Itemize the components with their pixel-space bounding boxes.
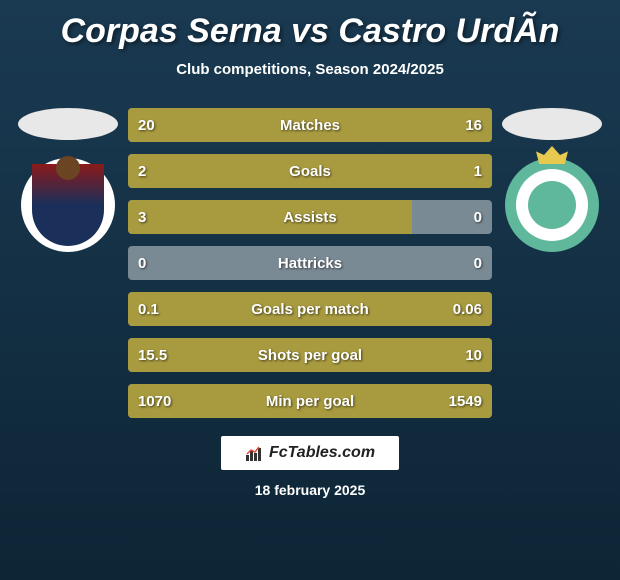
stat-value-left: 20 — [138, 117, 155, 134]
stat-row: 1070 Min per goal 1549 — [128, 384, 492, 418]
stat-row: 20 Matches 16 — [128, 108, 492, 142]
stat-value-right: 0 — [474, 209, 482, 226]
stat-row: 2 Goals 1 — [128, 154, 492, 188]
badge-ring-icon — [505, 158, 599, 252]
footer: FcTables.com 18 february 2025 — [0, 436, 620, 498]
fctables-logo: FcTables.com — [221, 436, 399, 470]
club-badge-eibar — [21, 158, 115, 252]
date-label: 18 february 2025 — [255, 482, 366, 498]
stat-row: 3 Assists 0 — [128, 200, 492, 234]
chart-icon — [245, 445, 265, 461]
stat-label: Shots per goal — [258, 347, 362, 364]
stat-row: 0 Hattricks 0 — [128, 246, 492, 280]
stat-value-right: 1549 — [449, 393, 482, 410]
stats-container: 20 Matches 16 2 Goals 1 3 Assists 0 0 Hattricks 0 0.… — [128, 108, 492, 418]
stat-label: Goals — [289, 163, 331, 180]
bar-left — [128, 154, 371, 188]
stat-value-left: 15.5 — [138, 347, 167, 364]
stat-label: Assists — [283, 209, 336, 226]
stat-value-left: 0.1 — [138, 301, 159, 318]
club-badge-racing — [505, 158, 599, 252]
badge-middle-icon — [516, 169, 588, 241]
page-subtitle: Club competitions, Season 2024/2025 — [0, 61, 620, 78]
stat-value-left: 3 — [138, 209, 146, 226]
comparison-content: 20 Matches 16 2 Goals 1 3 Assists 0 0 Hattricks 0 0.… — [0, 108, 620, 418]
stat-value-left: 2 — [138, 163, 146, 180]
player-right-column — [492, 108, 612, 252]
stat-value-right: 1 — [474, 163, 482, 180]
stat-row: 15.5 Shots per goal 10 — [128, 338, 492, 372]
player-left-column — [8, 108, 128, 252]
stat-row: 0.1 Goals per match 0.06 — [128, 292, 492, 326]
stat-label: Matches — [280, 117, 340, 134]
stat-value-right: 10 — [465, 347, 482, 364]
crown-icon — [536, 146, 568, 164]
stat-value-left: 1070 — [138, 393, 171, 410]
badge-ball-icon — [56, 156, 80, 180]
badge-center-icon — [528, 181, 576, 229]
stat-label: Hattricks — [278, 255, 342, 272]
logo-text: FcTables.com — [269, 444, 375, 462]
stat-value-right: 16 — [465, 117, 482, 134]
badge-shield-icon — [32, 164, 104, 246]
stat-value-right: 0.06 — [453, 301, 482, 318]
page-title: Corpas Serna vs Castro UrdÃ­n — [0, 0, 620, 51]
player-right-silhouette — [502, 108, 602, 140]
player-left-silhouette — [18, 108, 118, 140]
stat-value-left: 0 — [138, 255, 146, 272]
stat-label: Min per goal — [266, 393, 354, 410]
stat-value-right: 0 — [474, 255, 482, 272]
bar-left — [128, 200, 412, 234]
stat-label: Goals per match — [251, 301, 369, 318]
